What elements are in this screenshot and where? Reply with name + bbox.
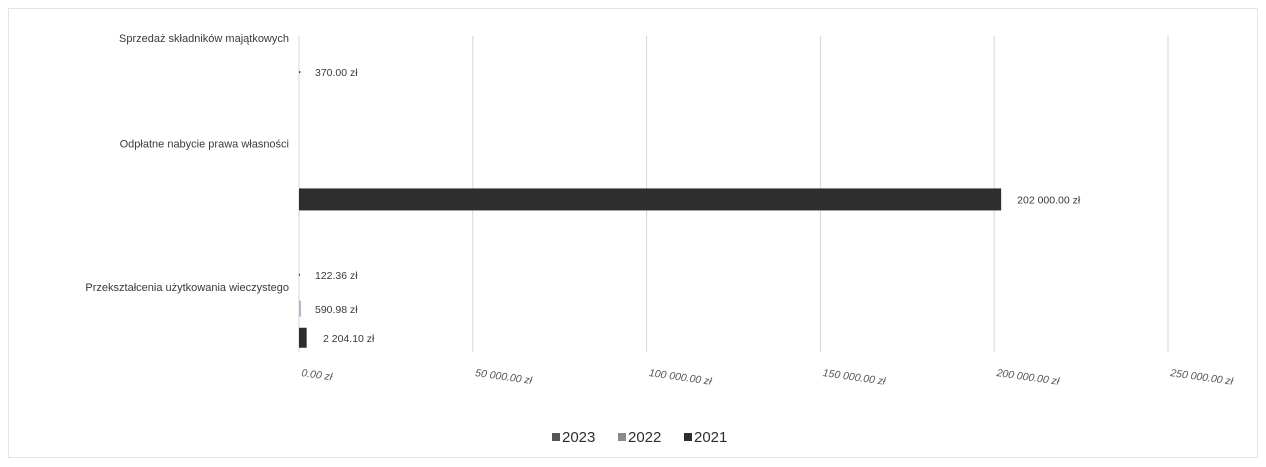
x-tick-label: 0.00 zł — [301, 367, 334, 383]
data-label: 370.00 zł — [315, 67, 358, 79]
x-tick-label: 250 000.00 zł — [1169, 367, 1235, 388]
category-label: Odpłatne nabycie prawa własności — [120, 138, 289, 150]
legend-label-2022: 2022 — [628, 429, 661, 446]
legend: 2023 2022 2021 — [552, 429, 727, 446]
data-label: 122.36 zł — [315, 270, 358, 282]
x-tick-label: 150 000.00 zł — [822, 367, 887, 388]
grid-lines — [298, 36, 1169, 352]
bar-2021-2 — [299, 327, 307, 348]
bar-2023-0 — [299, 71, 301, 74]
x-tick-label: 50 000.00 zł — [474, 367, 533, 387]
x-tick-label: 200 000.00 zł — [995, 367, 1061, 388]
chart-frame — [8, 8, 1258, 458]
data-label: 590.98 zł — [315, 304, 358, 316]
category-label: Przekształcenia użytkowania wieczystego — [85, 282, 289, 294]
data-labels: 370.00 zł 202 000.00 zł 122.36 zł 590.98 zł… — [315, 67, 1081, 345]
x-tick-label: 100 000.00 zł — [648, 367, 713, 388]
data-label: 202 000.00 zł — [1017, 194, 1081, 206]
data-label: 2 204.10 zł — [323, 333, 375, 345]
bar-2023-2 — [299, 273, 300, 276]
legend-swatch-2022 — [618, 433, 626, 441]
legend-label-2023: 2023 — [562, 429, 595, 446]
bars — [299, 71, 1002, 348]
category-labels: Sprzedaż składników majątkowych Odpłatne … — [85, 33, 289, 294]
legend-swatch-2023 — [552, 433, 560, 441]
category-label: Sprzedaż składników majątkowych — [119, 33, 289, 45]
bar-2022-2 — [299, 300, 302, 317]
bar-2021-1 — [299, 188, 1002, 211]
legend-label-2021: 2021 — [694, 429, 727, 446]
x-tick-labels: 0.00 zł 50 000.00 zł 100 000.00 zł 150 000.… — [301, 367, 1235, 388]
legend-swatch-2021 — [684, 433, 692, 441]
